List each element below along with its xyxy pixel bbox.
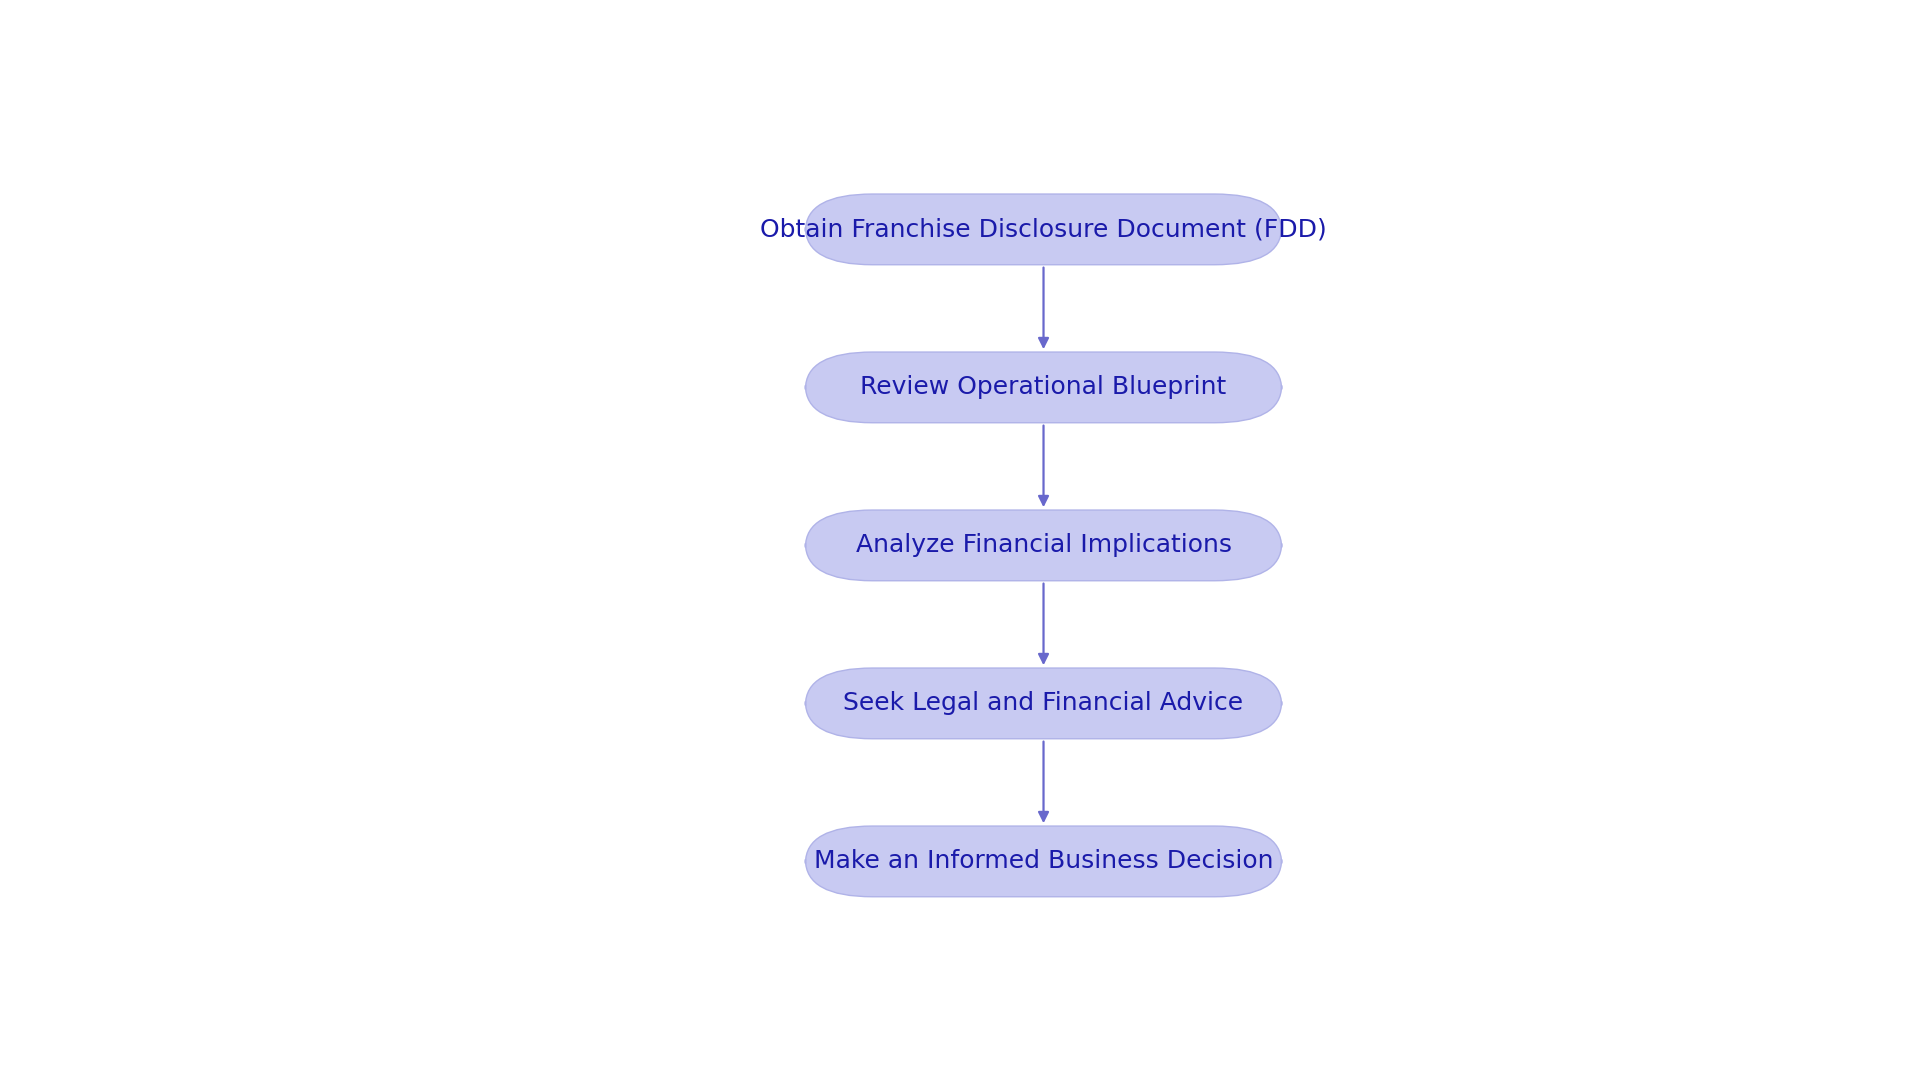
Text: Make an Informed Business Decision: Make an Informed Business Decision [814,849,1273,874]
Text: Obtain Franchise Disclosure Document (FDD): Obtain Franchise Disclosure Document (FD… [760,217,1327,242]
FancyBboxPatch shape [806,194,1283,265]
FancyBboxPatch shape [806,510,1283,581]
FancyBboxPatch shape [806,352,1283,422]
Text: Review Operational Blueprint: Review Operational Blueprint [860,376,1227,400]
Text: Seek Legal and Financial Advice: Seek Legal and Financial Advice [843,691,1244,715]
FancyBboxPatch shape [806,826,1283,896]
FancyBboxPatch shape [806,669,1283,739]
Text: Analyze Financial Implications: Analyze Financial Implications [856,534,1231,557]
